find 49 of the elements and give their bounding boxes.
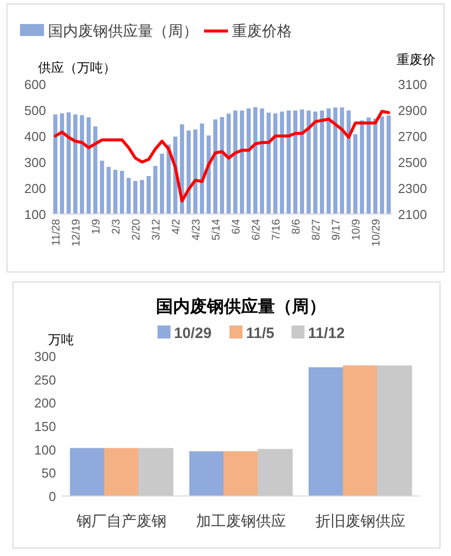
x-tick-label: 4/23	[190, 219, 202, 240]
y-tick-label: 50	[42, 466, 56, 481]
legend-label: 11/12	[308, 325, 345, 342]
y2-tick-label: 2100	[398, 207, 427, 222]
x-tick-label: 钢厂自产废钢	[76, 513, 167, 530]
x-tick-label: 7/16	[270, 219, 282, 240]
y-tick-label: 100	[24, 207, 46, 222]
y-tick-label: 200	[34, 396, 56, 411]
legend-label: 重废价格	[232, 23, 292, 40]
y2-tick-label: 2900	[398, 103, 427, 118]
x-tick-label: 10/9	[350, 219, 362, 240]
x-tick-label: 2/20	[130, 219, 142, 240]
y-axis-title: 供应（万吨）	[38, 60, 116, 75]
y2-axis-title: 重废价	[396, 52, 436, 67]
y-axis-title: 万吨	[48, 332, 74, 347]
legend-label: 10/29	[174, 325, 212, 342]
x-tick-label: 1/9	[90, 219, 102, 234]
y-tick-label: 600	[24, 77, 46, 92]
x-tick-label: 5/14	[210, 219, 222, 240]
x-tick-label: 3/12	[150, 219, 162, 240]
y-tick-label: 150	[34, 419, 56, 434]
x-tick-label: 2/3	[110, 219, 122, 234]
y-tick-label: 300	[24, 155, 46, 170]
x-tick-label: 8/27	[310, 219, 322, 240]
y-tick-label: 500	[24, 103, 46, 118]
y2-tick-label: 2700	[398, 129, 427, 144]
x-tick-label: 12/19	[70, 219, 82, 247]
y-tick-label: 300	[34, 349, 56, 364]
y-tick-label: 200	[24, 181, 46, 196]
y2-tick-label: 3100	[398, 77, 427, 92]
x-tick-label: 加工废钢供应	[196, 513, 286, 530]
x-tick-label: 9/17	[330, 219, 342, 240]
legend-label: 国内废钢供应量（周）	[48, 23, 198, 40]
y2-tick-label: 2300	[398, 181, 427, 196]
x-tick-label: 6/4	[230, 219, 242, 234]
x-tick-label: 10/29	[370, 219, 382, 247]
legend-label: 11/5	[246, 325, 274, 342]
chart-title: 国内废钢供应量（周）	[156, 297, 326, 317]
x-tick-label: 4/2	[170, 219, 182, 234]
y2-tick-label: 2500	[398, 155, 427, 170]
y-tick-label: 250	[34, 372, 56, 388]
x-tick-label: 6/24	[250, 219, 262, 240]
x-tick-label: 折旧废钢供应	[315, 513, 406, 530]
line-series	[54, 110, 390, 202]
y-tick-label: 100	[34, 442, 56, 458]
x-tick-label: 8/6	[290, 219, 302, 234]
y-tick-label: 0	[48, 489, 56, 504]
y-tick-label: 400	[24, 129, 46, 144]
x-tick-label: 11/28	[50, 219, 62, 246]
